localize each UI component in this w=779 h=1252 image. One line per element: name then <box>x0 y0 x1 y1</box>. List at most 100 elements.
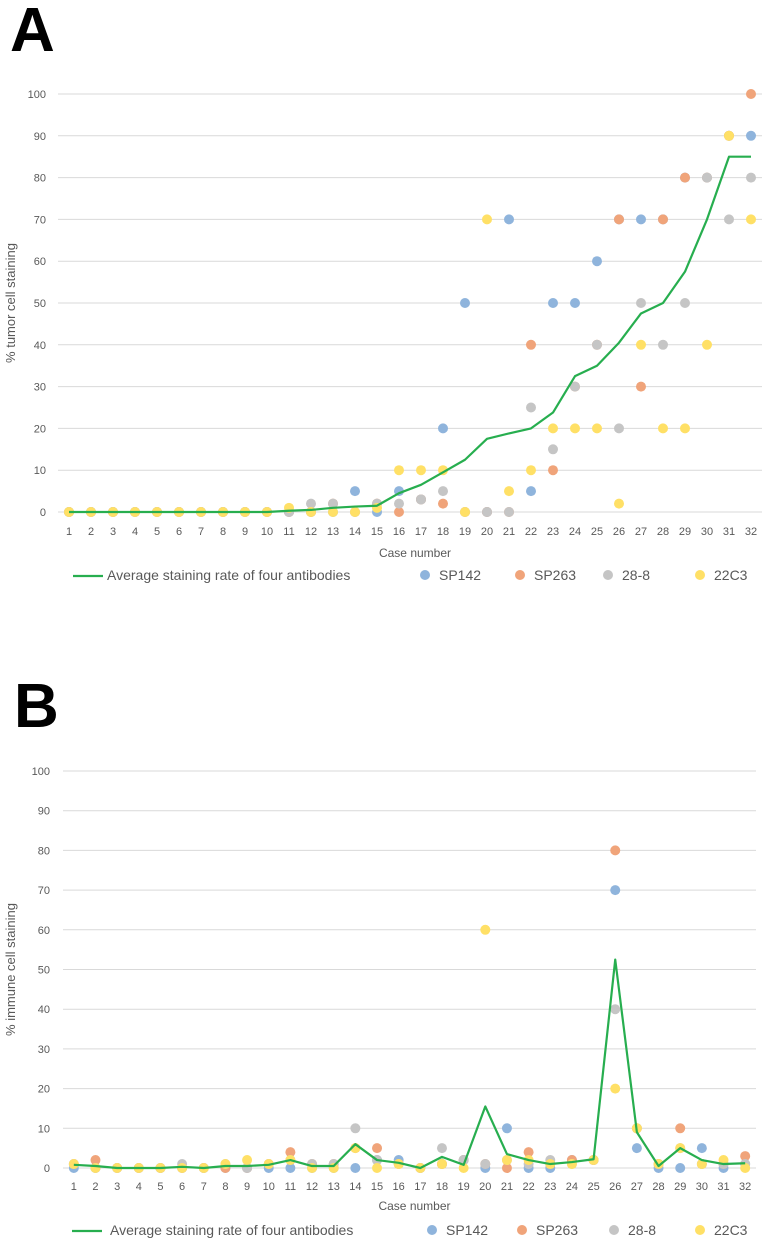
tumor-x-tick-label: 10 <box>261 526 273 538</box>
tumor-point-sp263 <box>658 214 668 225</box>
tumor-point-sp263 <box>526 339 536 350</box>
tumor-x-tick-label: 31 <box>723 526 735 538</box>
immune-legend-swatch-sp142 <box>427 1225 437 1235</box>
tumor-x-tick-label: 32 <box>745 526 757 538</box>
tumor-x-tick-label: 14 <box>349 526 361 538</box>
tumor-point-ab-28-8 <box>416 494 426 505</box>
tumor-point-ab-22c3 <box>350 507 360 517</box>
immune-x-tick-label: 9 <box>244 1181 250 1193</box>
tumor-y-tick-label: 40 <box>34 340 46 352</box>
tumor-x-tick-label: 17 <box>415 526 427 538</box>
panel-a-label: A <box>10 0 55 65</box>
tumor-point-ab-28-8 <box>328 498 338 509</box>
tumor-point-ab-22c3 <box>592 423 602 434</box>
tumor-y-tick-label: 70 <box>34 214 46 226</box>
immune-x-tick-label: 16 <box>393 1181 405 1193</box>
immune-legend-swatch-sp263 <box>517 1225 527 1235</box>
immune-legend-average-label: Average staining rate of four antibodies <box>110 1222 353 1238</box>
tumor-point-ab-28-8 <box>680 298 690 308</box>
tumor-point-ab-28-8 <box>724 214 734 225</box>
immune-y-tick-label: 30 <box>38 1044 50 1056</box>
immune-x-tick-label: 22 <box>522 1181 534 1193</box>
tumor-point-sp263 <box>680 172 690 183</box>
tumor-point-ab-28-8 <box>504 507 514 517</box>
immune-y-tick-label: 40 <box>38 1004 50 1016</box>
tumor-point-sp142 <box>438 423 448 434</box>
tumor-x-tick-label: 2 <box>88 526 94 538</box>
tumor-x-tick-label: 6 <box>176 526 182 538</box>
immune-x-tick-label: 31 <box>717 1181 729 1193</box>
tumor-x-tick-label: 4 <box>132 526 138 538</box>
immune-point-ab-28-8 <box>436 1143 447 1154</box>
tumor-point-ab-28-8 <box>438 486 448 497</box>
immune-x-axis-label: Case number <box>378 1199 450 1213</box>
tumor-point-ab-22c3 <box>548 423 558 434</box>
immune-point-ab-22c3 <box>436 1159 447 1170</box>
immune-x-tick-label: 23 <box>544 1181 556 1193</box>
immune-point-ab-28-8 <box>350 1123 361 1134</box>
immune-point-sp142 <box>696 1143 707 1154</box>
immune-point-sp263 <box>740 1151 751 1162</box>
immune-x-tick-label: 32 <box>739 1181 751 1193</box>
tumor-point-sp142 <box>460 298 470 308</box>
immune-x-tick-label: 24 <box>566 1181 578 1193</box>
immune-x-tick-label: 20 <box>479 1181 491 1193</box>
tumor-x-tick-label: 25 <box>591 526 603 538</box>
immune-point-ab-22c3 <box>610 1083 621 1094</box>
tumor-legend-label-sp263: SP263 <box>534 567 576 583</box>
immune-point-sp142 <box>675 1163 686 1173</box>
immune-point-sp263 <box>90 1155 101 1166</box>
tumor-y-tick-label: 30 <box>34 382 46 394</box>
tumor-point-sp142 <box>526 486 536 497</box>
tumor-point-ab-22c3 <box>658 423 668 434</box>
tumor-x-tick-label: 18 <box>437 526 449 538</box>
tumor-y-tick-label: 90 <box>34 131 46 143</box>
immune-y-tick-label: 70 <box>38 885 50 897</box>
tumor-x-tick-label: 5 <box>154 526 160 538</box>
immune-point-sp263 <box>610 845 621 856</box>
immune-x-tick-label: 26 <box>609 1181 621 1193</box>
tumor-x-tick-label: 8 <box>220 526 226 538</box>
tumor-point-ab-22c3 <box>570 423 580 434</box>
tumor-legend-average-label: Average staining rate of four antibodies <box>107 567 350 583</box>
tumor-x-tick-label: 20 <box>481 526 493 538</box>
tumor-point-sp263 <box>614 214 624 225</box>
tumor-x-tick-label: 13 <box>327 526 339 538</box>
immune-legend-swatch-ab-28-8 <box>609 1225 619 1235</box>
tumor-point-sp142 <box>548 298 558 308</box>
immune-x-tick-label: 3 <box>114 1181 120 1193</box>
tumor-y-tick-label: 60 <box>34 256 46 268</box>
immune-x-tick-label: 17 <box>414 1181 426 1193</box>
tumor-x-tick-label: 21 <box>503 526 515 538</box>
tumor-y-tick-label: 100 <box>28 89 46 101</box>
tumor-x-tick-label: 27 <box>635 526 647 538</box>
tumor-point-ab-28-8 <box>658 339 668 350</box>
tumor-y-tick-label: 50 <box>34 298 46 310</box>
immune-point-ab-22c3 <box>372 1163 383 1173</box>
tumor-x-tick-label: 7 <box>198 526 204 538</box>
tumor-x-tick-label: 9 <box>242 526 248 538</box>
tumor-point-ab-22c3 <box>702 339 712 350</box>
immune-x-tick-label: 21 <box>501 1181 513 1193</box>
tumor-point-ab-22c3 <box>680 423 690 434</box>
tumor-x-tick-label: 3 <box>110 526 116 538</box>
tumor-point-ab-22c3 <box>614 498 624 509</box>
immune-x-tick-label: 27 <box>631 1181 643 1193</box>
immune-point-sp142 <box>350 1163 361 1173</box>
immune-x-tick-label: 14 <box>349 1181 361 1193</box>
immune-x-tick-label: 4 <box>136 1181 142 1193</box>
tumor-legend-label-ab-28-8: 28-8 <box>622 567 650 583</box>
immune-y-tick-label: 60 <box>38 925 50 937</box>
tumor-point-ab-22c3 <box>504 486 514 497</box>
tumor-x-tick-label: 11 <box>283 526 294 538</box>
immune-x-tick-label: 7 <box>201 1181 207 1193</box>
immune-point-ab-28-8 <box>610 1004 621 1015</box>
immune-point-ab-22c3 <box>90 1163 101 1173</box>
tumor-y-tick-label: 20 <box>34 423 46 435</box>
tumor-point-sp263 <box>636 381 646 392</box>
immune-legend-label-ab-22c3: 22C3 <box>714 1222 748 1238</box>
immune-legend-swatch-ab-22c3 <box>695 1225 705 1235</box>
immune-point-sp142 <box>285 1163 296 1173</box>
immune-x-tick-label: 8 <box>222 1181 228 1193</box>
